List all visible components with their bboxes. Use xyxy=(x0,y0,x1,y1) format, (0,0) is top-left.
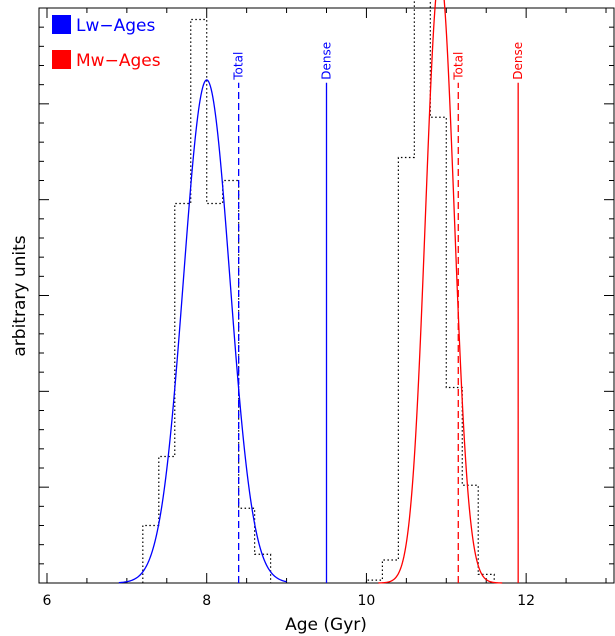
legend-label-lw: Lw−Ages xyxy=(76,16,155,36)
x-tick-label: 6 xyxy=(43,593,52,609)
x-axis-label: Age (Gyr) xyxy=(285,615,367,635)
x-tick-label: 10 xyxy=(358,593,376,609)
x-tick-label: 8 xyxy=(202,593,211,609)
ref-line-label: Dense xyxy=(320,42,334,80)
x-tick-label: 12 xyxy=(517,593,535,609)
y-axis-label: arbitrary units xyxy=(10,235,30,356)
series-curve-mw xyxy=(378,0,503,584)
ref-line-label: Total xyxy=(232,52,246,81)
ref-line-label: Total xyxy=(451,52,465,81)
legend-swatch-lw xyxy=(52,15,71,34)
legend-swatch-mw xyxy=(52,50,71,69)
series-curve-lw xyxy=(118,79,287,584)
ref-line-label: Dense xyxy=(511,42,525,80)
legend-label-mw: Mw−Ages xyxy=(76,51,161,71)
legend: Lw−Ages Mw−Ages xyxy=(52,15,161,71)
